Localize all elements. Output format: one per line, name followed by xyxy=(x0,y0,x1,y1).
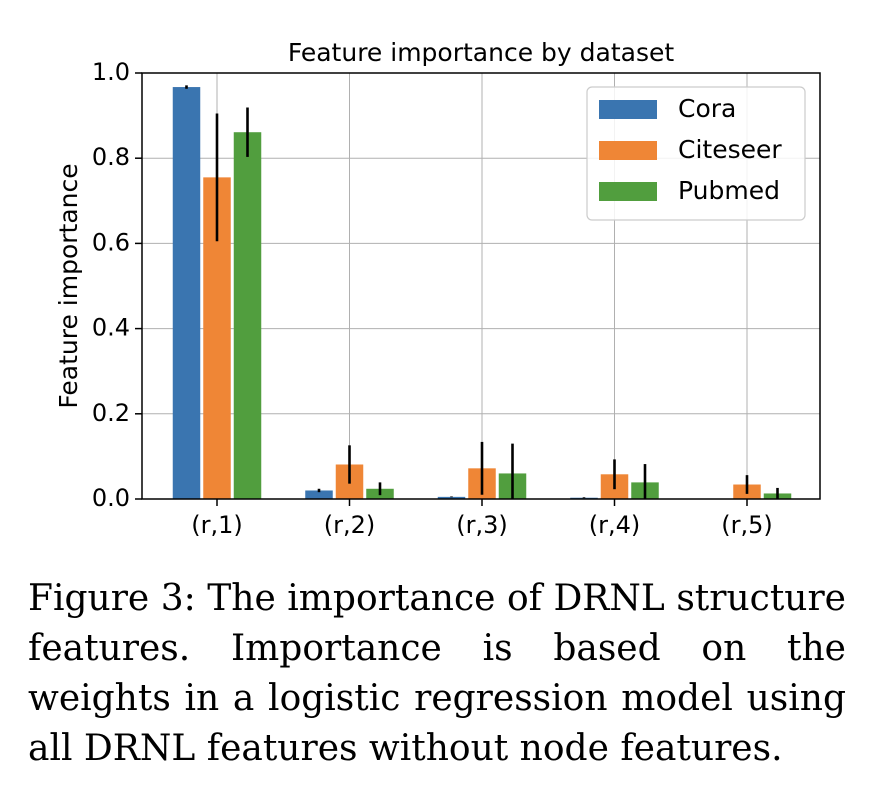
legend-label: Cora xyxy=(678,94,736,123)
bar xyxy=(437,496,466,499)
legend-swatch xyxy=(599,100,657,119)
x-tick-label: (r,3) xyxy=(456,511,508,539)
x-tick-label: (r,1) xyxy=(191,511,243,539)
y-tick-label: 0.8 xyxy=(92,143,130,171)
y-axis-label: Feature importance xyxy=(54,163,83,408)
legend: Cora Citeseer Pubmed xyxy=(586,86,806,221)
bar xyxy=(233,132,262,500)
chart-title: Feature importance by dataset xyxy=(288,38,675,67)
plot-frame xyxy=(141,72,821,500)
y-tick-label: 0.0 xyxy=(92,484,130,512)
x-tick-label: (r,4) xyxy=(589,511,641,539)
legend-label: Citeseer xyxy=(678,135,782,164)
legend-swatch xyxy=(599,182,657,201)
y-tick-label: 0.2 xyxy=(92,399,130,427)
y-tick-label: 0.6 xyxy=(92,228,130,256)
x-tick-label: (r,5) xyxy=(721,511,773,539)
y-tick-label: 0.4 xyxy=(92,314,130,342)
figure-caption: Figure 3: The importance of DRNL structu… xyxy=(28,578,846,769)
legend-swatch xyxy=(599,141,657,160)
y-tick-label: 1.0 xyxy=(92,58,130,86)
bar xyxy=(172,87,201,500)
bar-chart: Feature importance by dataset Feature im… xyxy=(54,38,821,539)
bar xyxy=(305,490,333,499)
legend-label: Pubmed xyxy=(678,176,780,205)
x-tick-label: (r,2) xyxy=(324,511,376,539)
